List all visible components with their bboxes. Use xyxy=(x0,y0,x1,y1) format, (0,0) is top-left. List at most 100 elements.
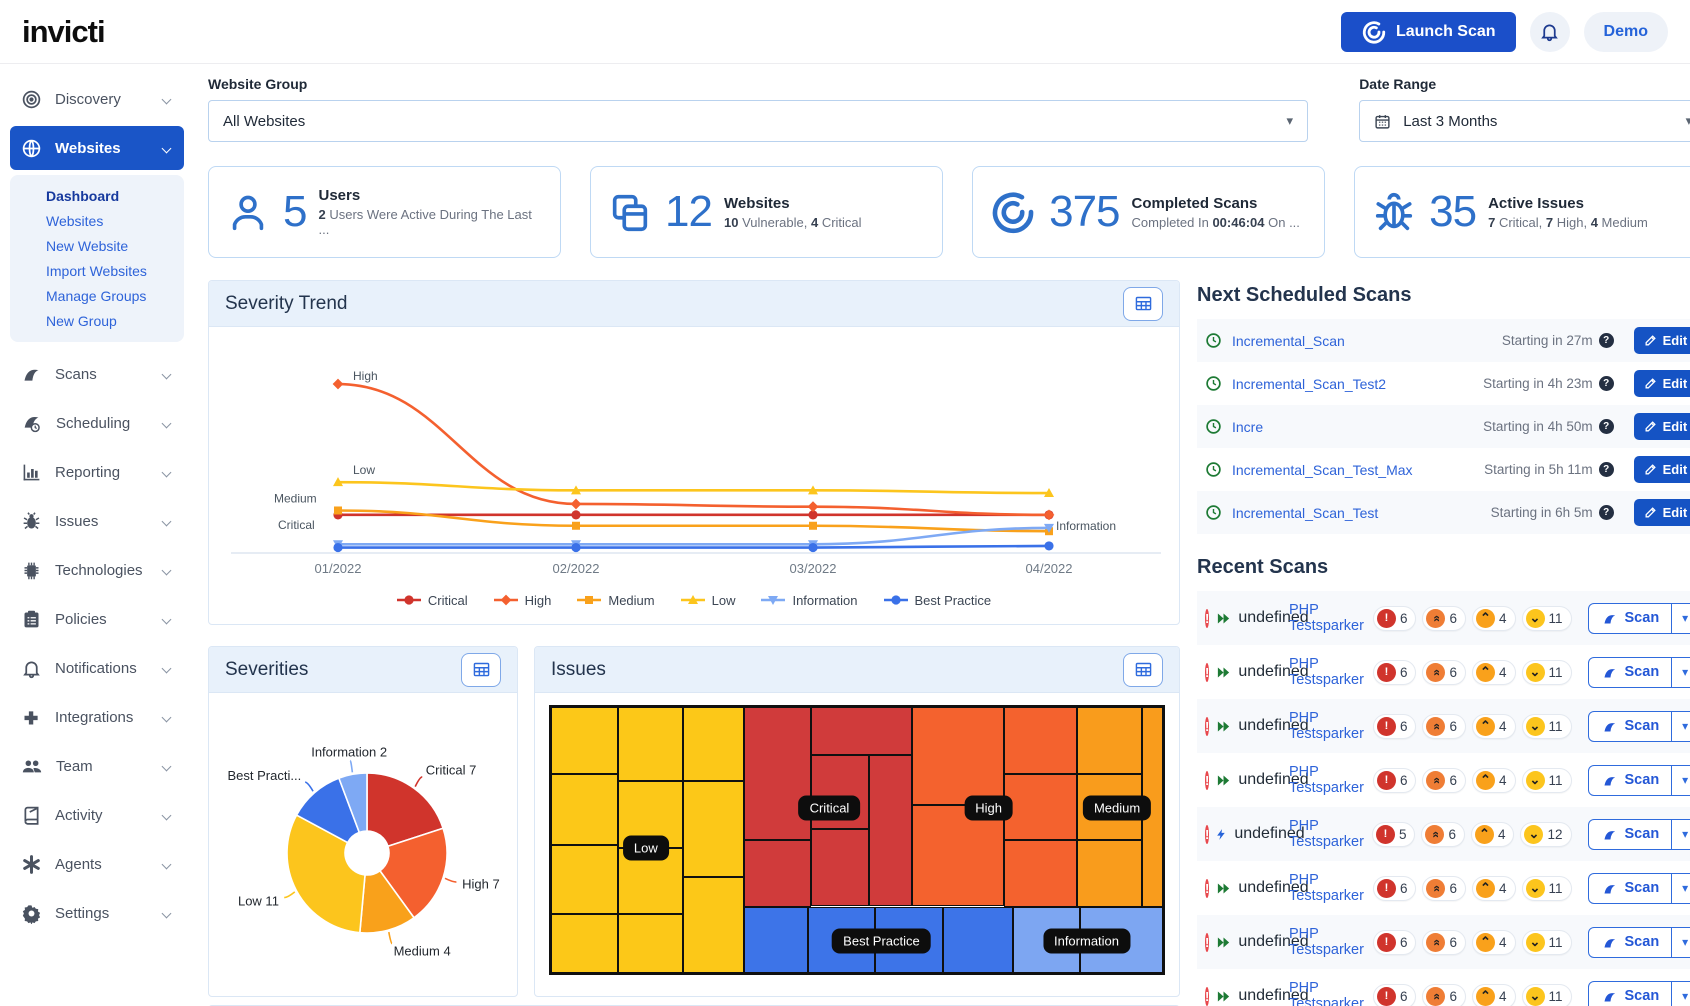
donut-slice-critical[interactable] xyxy=(366,772,445,848)
scan-button-main[interactable]: Scan xyxy=(1589,820,1672,849)
treemap-cell-high[interactable] xyxy=(912,707,1004,806)
sidebar-item-team[interactable]: Team xyxy=(10,744,184,788)
treemap-cell-critical[interactable] xyxy=(743,840,812,907)
scan-dropdown-toggle[interactable]: ▾ xyxy=(1671,927,1690,957)
sidebar-item-activity[interactable]: Activity xyxy=(10,793,184,837)
sidebar-item-integrations[interactable]: Integrations xyxy=(10,695,184,739)
scheduled-scan-name-link[interactable]: Incremental_Scan_Test_Max xyxy=(1232,461,1413,478)
treemap-cell-critical[interactable] xyxy=(811,707,913,755)
sidebar-item-discovery[interactable]: Discovery xyxy=(10,77,184,121)
donut-slice-low[interactable] xyxy=(286,814,366,934)
treemap-cell-low[interactable] xyxy=(551,707,619,774)
sidebar-item-notifications[interactable]: Notifications xyxy=(10,646,184,690)
scheduled-scan-name-link[interactable]: Incremental_Scan xyxy=(1232,332,1345,349)
scan-split-button[interactable]: Scan ▾ xyxy=(1587,710,1690,742)
edit-scheduled-scan-button[interactable]: Edit xyxy=(1633,327,1690,354)
treemap-cell-low[interactable] xyxy=(551,914,619,973)
sidebar-item-agents[interactable]: Agents xyxy=(10,842,184,886)
scan-dropdown-toggle[interactable]: ▾ xyxy=(1671,981,1690,1006)
donut-slice-information[interactable] xyxy=(337,772,368,834)
treemap-cell-low[interactable] xyxy=(551,845,619,915)
scan-dropdown-toggle[interactable]: ▾ xyxy=(1671,657,1690,687)
legend-item-best-practice[interactable]: Best Practice xyxy=(883,593,991,608)
treemap-cell-critical[interactable] xyxy=(811,829,870,907)
edit-scheduled-scan-button[interactable]: Edit xyxy=(1633,370,1690,397)
scan-dropdown-toggle[interactable]: ▾ xyxy=(1671,873,1690,903)
scheduled-scan-name-link[interactable]: Incremental_Scan_Test xyxy=(1232,504,1379,521)
scan-button-main[interactable]: Scan xyxy=(1589,874,1672,903)
scan-dropdown-toggle[interactable]: ▾ xyxy=(1671,603,1690,633)
edit-scheduled-scan-button[interactable]: Edit xyxy=(1633,456,1690,483)
scan-split-button[interactable]: Scan ▾ xyxy=(1587,872,1690,904)
scan-target-link[interactable]: PHP Testsparker xyxy=(1289,602,1364,634)
legend-item-critical[interactable]: Critical xyxy=(396,593,468,608)
scan-split-button[interactable]: Scan ▾ xyxy=(1587,926,1690,958)
scan-split-button[interactable]: Scan ▾ xyxy=(1587,818,1690,850)
scan-button-main[interactable]: Scan xyxy=(1589,982,1672,1006)
sidebar-item-websites[interactable]: Websites xyxy=(10,126,184,170)
legend-item-medium[interactable]: Medium xyxy=(577,593,655,608)
sidebar-item-reporting[interactable]: Reporting xyxy=(10,450,184,494)
edit-scheduled-scan-button[interactable]: Edit xyxy=(1633,499,1690,526)
help-question-icon[interactable]: ? xyxy=(1598,505,1614,520)
date-range-select[interactable]: Last 3 Months ▾ xyxy=(1359,100,1690,142)
scan-button-main[interactable]: Scan xyxy=(1589,712,1672,741)
scan-split-button[interactable]: Scan ▾ xyxy=(1587,764,1690,796)
severities-table-view-button[interactable] xyxy=(461,652,501,687)
scheduled-scan-name-link[interactable]: Incre xyxy=(1232,418,1264,435)
scan-target-link[interactable]: PHP Testsparker xyxy=(1289,980,1364,1006)
treemap-cell-high[interactable] xyxy=(1003,773,1078,840)
sidebar-item-scans[interactable]: Scans xyxy=(10,352,184,396)
scan-target-link[interactable]: PHP Testsparker xyxy=(1289,764,1364,796)
scan-dropdown-toggle[interactable]: ▾ xyxy=(1671,711,1690,741)
sidebar-item-technologies[interactable]: Technologies xyxy=(10,548,184,592)
notifications-bell-button[interactable] xyxy=(1529,11,1570,52)
submenu-link-websites[interactable]: Websites xyxy=(46,213,104,229)
scan-split-button[interactable]: Scan ▾ xyxy=(1587,656,1690,688)
treemap-cell-low[interactable] xyxy=(682,707,744,782)
treemap-cell-high[interactable] xyxy=(912,805,1004,907)
treemap-cell-low[interactable] xyxy=(618,914,683,973)
launch-scan-button[interactable]: Launch Scan xyxy=(1340,11,1516,52)
treemap-cell-best-practice[interactable] xyxy=(743,906,809,973)
edit-scheduled-scan-button[interactable]: Edit xyxy=(1633,413,1690,440)
sidebar-item-issues[interactable]: Issues xyxy=(10,499,184,543)
scan-target-link[interactable]: PHP Testsparker xyxy=(1289,872,1364,904)
treemap-cell-best-practice[interactable] xyxy=(942,906,1014,973)
scan-target-link[interactable]: PHP Testsparker xyxy=(1289,926,1364,958)
submenu-link-new-website[interactable]: New Website xyxy=(46,238,129,254)
scan-split-button[interactable]: Scan ▾ xyxy=(1587,602,1690,634)
legend-item-information[interactable]: Information xyxy=(761,593,858,608)
scan-dropdown-toggle[interactable]: ▾ xyxy=(1671,765,1690,795)
treemap-cell-critical[interactable] xyxy=(743,707,812,840)
trend-table-view-button[interactable] xyxy=(1123,286,1163,321)
scan-button-main[interactable]: Scan xyxy=(1589,928,1672,957)
scan-target-link[interactable]: PHP Testsparker xyxy=(1289,710,1364,742)
treemap-cell-high[interactable] xyxy=(1003,707,1078,774)
sidebar-item-policies[interactable]: Policies xyxy=(10,597,184,641)
website-group-select[interactable]: All Websites ▾ xyxy=(208,100,1308,142)
treemap-cell-critical[interactable] xyxy=(869,754,913,907)
scan-target-link[interactable]: PHP Testsparker xyxy=(1289,656,1364,688)
help-question-icon[interactable]: ? xyxy=(1598,333,1614,348)
demo-account-button[interactable]: Demo xyxy=(1583,11,1668,52)
submenu-link-manage-groups[interactable]: Manage Groups xyxy=(46,288,147,304)
submenu-link-dashboard[interactable]: Dashboard xyxy=(46,188,120,204)
scheduled-scan-name-link[interactable]: Incremental_Scan_Test2 xyxy=(1232,375,1387,392)
sidebar-item-settings[interactable]: Settings xyxy=(10,891,184,935)
help-question-icon[interactable]: ? xyxy=(1598,462,1614,477)
treemap-cell-low[interactable] xyxy=(682,877,744,973)
sidebar-item-scheduling[interactable]: Scheduling xyxy=(10,401,184,445)
submenu-link-import-websites[interactable]: Import Websites xyxy=(46,263,147,279)
treemap-cell-low[interactable] xyxy=(682,781,744,878)
treemap-cell-low[interactable] xyxy=(618,707,683,782)
scan-button-main[interactable]: Scan xyxy=(1589,766,1672,795)
treemap-cell-high[interactable] xyxy=(1003,840,1078,907)
submenu-link-new-group[interactable]: New Group xyxy=(46,313,117,329)
legend-item-high[interactable]: High xyxy=(493,593,551,608)
scan-target-link[interactable]: PHP Testsparker xyxy=(1289,818,1364,850)
treemap-cell-low[interactable] xyxy=(551,773,619,846)
scan-button-main[interactable]: Scan xyxy=(1589,604,1672,633)
treemap-cell-medium[interactable] xyxy=(1077,707,1142,774)
help-question-icon[interactable]: ? xyxy=(1598,376,1614,391)
